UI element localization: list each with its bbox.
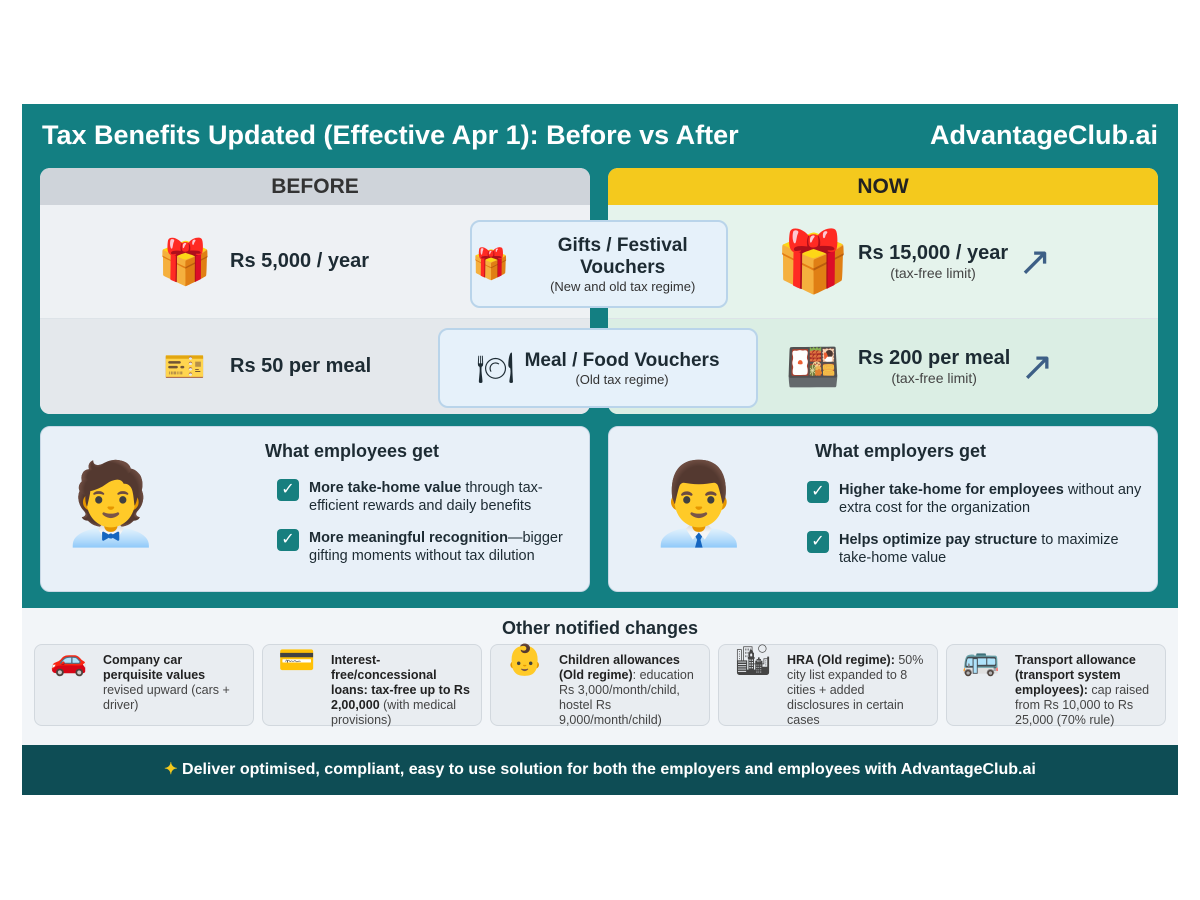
employers-card: 👨‍💼 What employers get ✓ Higher take-home… <box>608 426 1158 592</box>
gift-box-icon: 🎁 <box>775 228 851 295</box>
plate-icon: 🍽 <box>476 351 515 385</box>
brand-logo: AdvantageClub.ai <box>929 120 1158 150</box>
employee-benefit: ✓ More meaningful recognition—bigger gift… <box>277 529 577 565</box>
employee-illustration-icon: 🧑‍💼 <box>61 459 161 548</box>
checkmark-icon: ✓ <box>807 481 829 503</box>
arrow-up-icon: ↗ <box>1020 344 1054 389</box>
page-title: Tax Benefits Updated (Effective Apr 1): … <box>42 120 739 150</box>
change-item: 💳 Interest-free/concessional loans: tax-f… <box>262 644 482 727</box>
bus-icon: 🚌 <box>962 644 1000 677</box>
change-item: 👶 Children allowances (Old regime): educa… <box>490 644 710 727</box>
now-gifts-note: (tax-free limit) <box>890 265 976 281</box>
gift-icon: 🎁 <box>472 247 510 281</box>
sparkle-icon: ✦ <box>164 761 183 778</box>
child-icon: 👶 <box>506 644 544 677</box>
city-icon: 🏙 <box>733 644 773 677</box>
main-panel: Tax Benefits Updated (Effective Apr 1): … <box>22 104 1178 608</box>
employee-benefit: ✓ More take-home value through tax-effici… <box>277 479 577 515</box>
other-changes-section: Other notified changes 🚗 Company car perq… <box>22 608 1178 745</box>
now-meal-note: (tax-free limit) <box>891 370 977 386</box>
meal-ticket-icon: 🎫 <box>163 347 207 386</box>
checkmark-icon: ✓ <box>807 531 829 553</box>
car-icon: 🚗 <box>50 644 88 677</box>
category-meal: 🍽 Meal / Food Vouchers (Old tax regime) <box>438 328 758 408</box>
category-gifts: 🎁 Gifts / Festival Vouchers (New and old … <box>470 220 728 308</box>
employer-illustration-icon: 👨‍💼 <box>649 459 749 548</box>
before-meal-value: Rs 50 per meal <box>230 355 372 377</box>
category-sub: (Old tax regime) <box>575 371 669 387</box>
category-sub: (New and old tax regime) <box>550 278 696 294</box>
footer-banner: ✦ Deliver optimised, compliant, easy to … <box>22 745 1178 795</box>
food-voucher-icon: 🍱 <box>785 342 841 392</box>
before-gifts-value: Rs 5,000 / year <box>230 250 369 272</box>
now-meal-value: Rs 200 per meal <box>858 347 1011 369</box>
category-title: Meal / Food Vouchers <box>524 349 720 371</box>
arrow-up-icon: ↗ <box>1018 239 1052 284</box>
employer-benefit: ✓ Higher take-home for employees without … <box>807 481 1147 517</box>
footer-text: Deliver optimised, compliant, easy to us… <box>182 761 1036 778</box>
employees-title: What employees get <box>265 441 440 461</box>
change-item: 🚗 Company car perquisite values revised u… <box>34 644 254 726</box>
gift-icon: 🎁 <box>157 237 213 287</box>
now-gifts-value: Rs 15,000 / year <box>858 242 1009 264</box>
category-title: Gifts / Festival Vouchers <box>557 234 688 278</box>
credit-card-icon: 💳 <box>278 644 316 677</box>
now-header: NOW <box>608 168 1158 205</box>
employees-card: 🧑‍💼 What employees get ✓ More take-home v… <box>40 426 590 592</box>
checkmark-icon: ✓ <box>277 529 299 551</box>
employer-benefit: ✓ Helps optimize pay structure to maximiz… <box>807 531 1147 567</box>
other-changes-title: Other notified changes <box>501 618 699 638</box>
checkmark-icon: ✓ <box>277 479 299 501</box>
change-item: 🚌 Transport allowance (transport system e… <box>946 644 1166 727</box>
before-header: BEFORE <box>40 168 590 205</box>
employers-title: What employers get <box>815 441 987 461</box>
change-item: 🏙 HRA (Old regime): 50% city list expande… <box>718 644 938 727</box>
